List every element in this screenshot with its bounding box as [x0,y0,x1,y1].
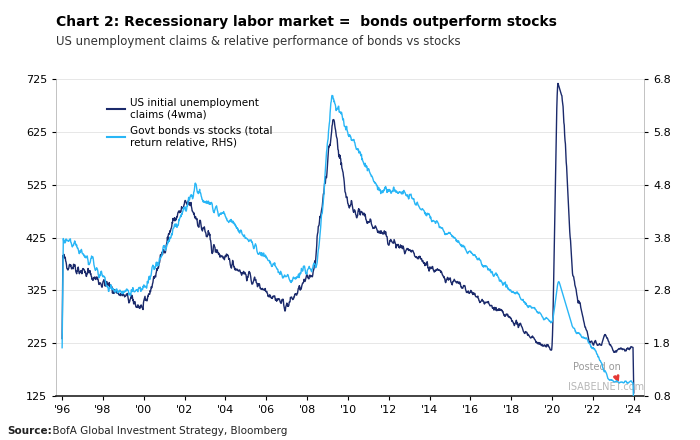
Text: ISABELNET.com: ISABELNET.com [568,382,645,392]
Text: Chart 2: Recessionary labor market =  bonds outperform stocks: Chart 2: Recessionary labor market = bon… [56,15,557,29]
Text: Posted on: Posted on [573,362,620,380]
Legend: US initial unemployment
claims (4wma), Govt bonds vs stocks (total
return relati: US initial unemployment claims (4wma), G… [102,94,277,152]
Text: BofA Global Investment Strategy, Bloomberg: BofA Global Investment Strategy, Bloombe… [46,425,287,436]
Text: Source:: Source: [7,425,52,436]
Text: US unemployment claims & relative performance of bonds vs stocks: US unemployment claims & relative perfor… [56,34,461,48]
